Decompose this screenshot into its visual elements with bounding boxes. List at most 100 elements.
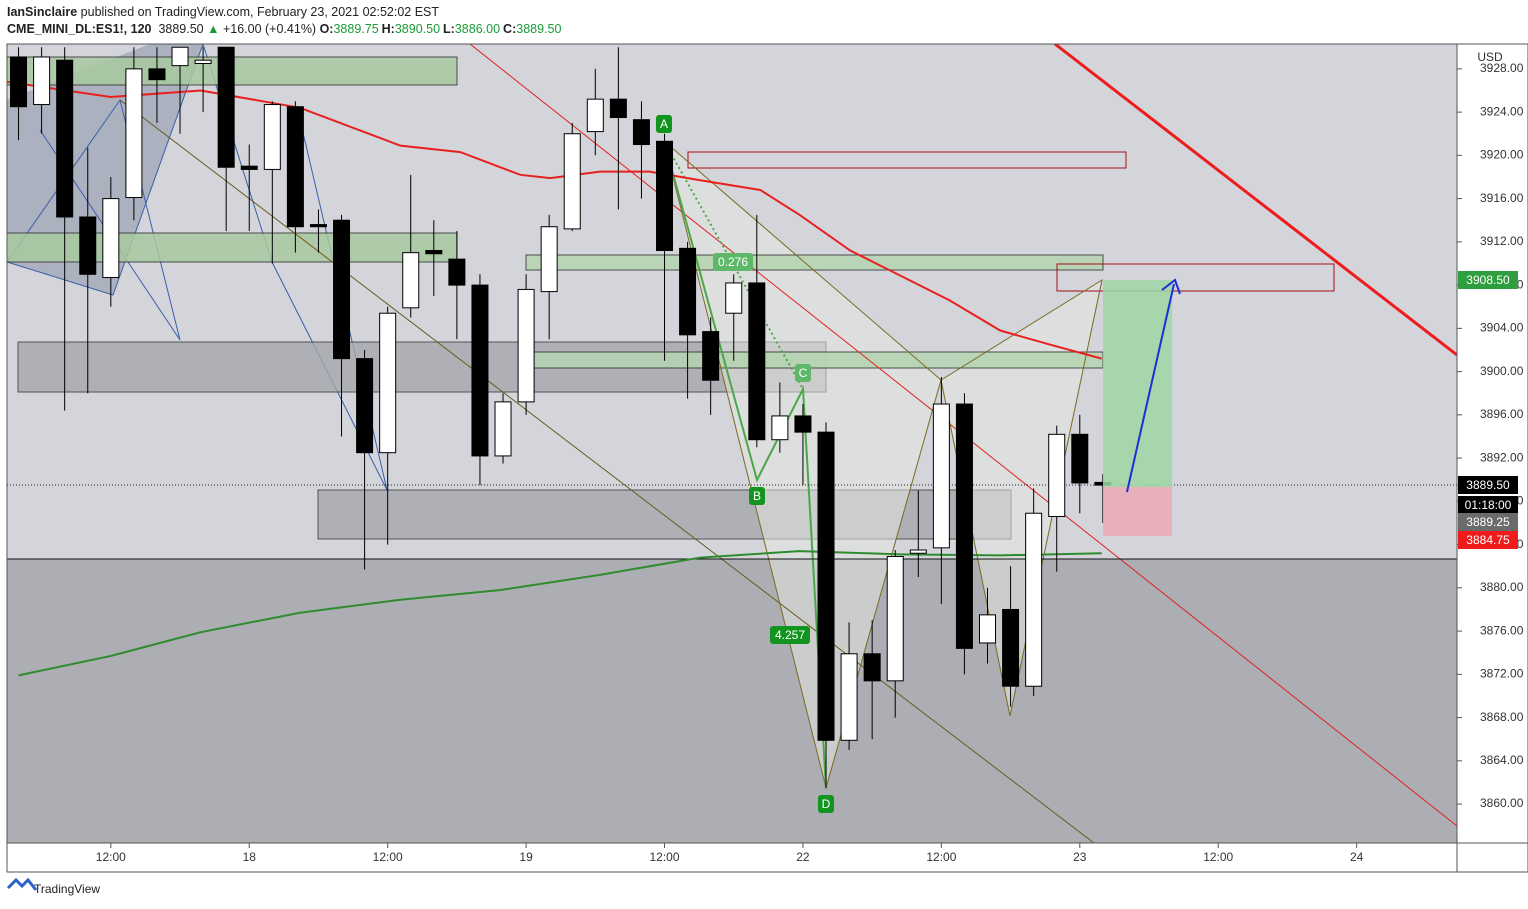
candle-body	[286, 106, 304, 228]
candle-body	[379, 312, 397, 454]
candle-body	[840, 653, 858, 741]
pattern-label: B	[753, 489, 761, 503]
pattern-label-box	[818, 795, 834, 813]
candle-body	[56, 59, 74, 218]
candle-body	[333, 219, 351, 360]
pattern-label: 4.257	[775, 628, 805, 642]
x-tick-label: 18	[243, 850, 257, 864]
pattern-label-box	[795, 364, 811, 382]
candle-body	[679, 247, 697, 336]
pattern	[7, 44, 203, 295]
zone	[7, 232, 458, 263]
candle-body	[609, 98, 627, 119]
ohlc-value: 3886.00	[454, 22, 501, 36]
arrow: ▲	[207, 22, 220, 36]
candle-body	[932, 403, 950, 549]
currency-bg	[1468, 50, 1518, 70]
pattern-label-box	[770, 626, 810, 644]
currency: USD	[1477, 50, 1503, 64]
arrow-head	[1161, 278, 1181, 295]
price-tag	[1458, 271, 1518, 289]
pattern-label: C	[799, 366, 808, 380]
candle-body	[494, 401, 512, 457]
candle-body	[79, 216, 97, 275]
position	[1103, 278, 1181, 536]
candle-body	[725, 282, 743, 314]
price-tag	[1458, 476, 1518, 494]
candle-body	[309, 224, 327, 228]
x-tick-label: 22	[796, 850, 810, 864]
candle-body	[217, 46, 235, 168]
stop-zone	[1103, 487, 1172, 536]
zone	[525, 351, 1104, 369]
pattern-label: 0.276	[718, 255, 748, 269]
candle-body	[1002, 608, 1020, 687]
trend-line	[119, 99, 1095, 843]
y-tick-label: 3896.00	[1480, 407, 1524, 421]
last: 3889.50	[158, 22, 204, 36]
ohlc-key: L:	[443, 22, 455, 36]
y-tick-label: 3900.00	[1480, 364, 1524, 378]
y-tick-label: 3904.00	[1480, 321, 1524, 335]
arrow	[1126, 283, 1175, 493]
pattern-label-box	[713, 253, 753, 271]
y-tick-label: 3860.00	[1480, 796, 1524, 810]
ohlc-value: 3890.50	[394, 22, 441, 36]
candle-body	[540, 226, 558, 293]
candle-body	[794, 415, 812, 433]
candle-body	[356, 358, 374, 454]
price-axis	[1457, 44, 1528, 843]
x-tick-label: 12:00	[96, 850, 126, 864]
candle-body	[955, 403, 973, 649]
y-tick-label: 3864.00	[1480, 753, 1524, 767]
x-tick-label: 12:00	[373, 850, 403, 864]
x-tick-label: 19	[519, 850, 533, 864]
change: +16.00 (+0.41%)	[222, 22, 317, 36]
candle-body	[263, 104, 281, 170]
candle-body	[1048, 433, 1066, 517]
series	[7, 46, 1112, 788]
ohlc: O:3889.75 H:3890.50 L:3886.00 C:3889.50	[320, 22, 565, 36]
y-tick-label: 3876.00	[1480, 623, 1524, 637]
frame	[6, 43, 1528, 873]
x-tick-label: 24	[1350, 850, 1364, 864]
candle-body	[10, 56, 28, 108]
candle-body	[563, 133, 581, 230]
price-tag-label: 3908.50	[1466, 273, 1510, 287]
ohlc-key: O:	[319, 22, 334, 36]
candle-body	[1071, 433, 1089, 484]
candle-body	[632, 119, 650, 146]
ohlc-key: C:	[503, 22, 517, 36]
candle-body	[425, 250, 443, 255]
trend-line	[1054, 44, 1457, 357]
ohlc-value: 3889.75	[333, 22, 379, 36]
ohlc-value: 3889.50	[516, 22, 562, 36]
candle-body	[771, 415, 789, 441]
publish-line: IanSinclaire published on TradingView.co…	[7, 4, 564, 21]
moving-average	[18, 550, 1102, 677]
pattern-line	[663, 140, 804, 390]
price-tag-label: 3884.75	[1466, 533, 1510, 547]
published: published on TradingView.com, February 2…	[80, 5, 440, 19]
candle-body	[102, 198, 120, 279]
x-tick-label: 12:00	[1203, 850, 1233, 864]
candle-body	[656, 140, 674, 252]
price-tag-label: 3889.25	[1466, 515, 1510, 529]
y-tick-label: 3916.00	[1480, 191, 1524, 205]
y-tick-label: 3880.00	[1480, 580, 1524, 594]
ohlc-key: H:	[381, 22, 395, 36]
y-tick-label: 3924.00	[1480, 104, 1524, 118]
candle-body	[171, 46, 189, 67]
header: IanSinclaire published on TradingView.co…	[7, 4, 564, 38]
candle-body	[148, 68, 166, 81]
target-zone	[1103, 280, 1172, 487]
candle-body	[517, 288, 535, 403]
x-tick-label: 12:00	[650, 850, 680, 864]
pattern-label-box	[656, 115, 672, 133]
price-tag	[1458, 496, 1518, 514]
candle-body	[979, 614, 997, 644]
y-tick-label: 3872.00	[1480, 667, 1524, 681]
zone	[687, 151, 1127, 169]
